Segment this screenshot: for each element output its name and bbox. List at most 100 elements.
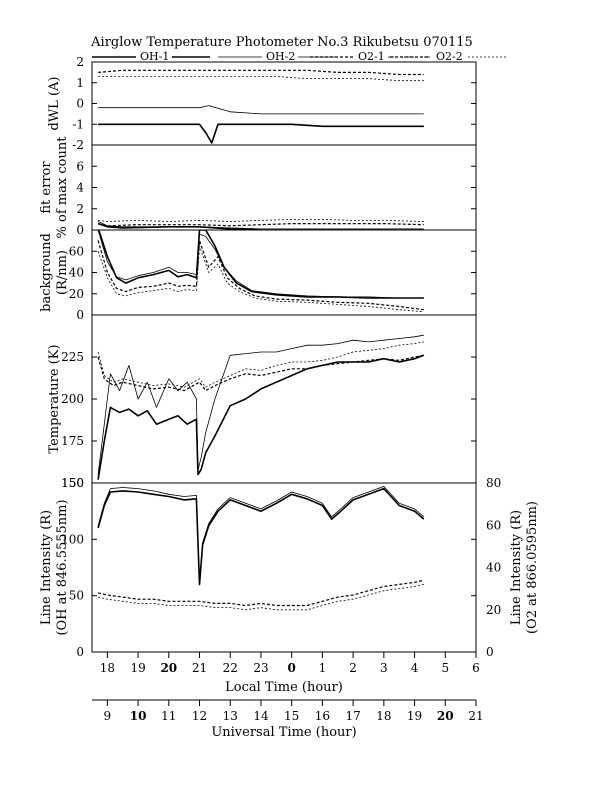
y-tick-label: 150 bbox=[61, 476, 84, 490]
y-tick-label: 1 bbox=[76, 76, 84, 90]
x-local-tick-label: 4 bbox=[411, 661, 419, 675]
x-local-tick-label: 5 bbox=[441, 661, 449, 675]
y-tick-label: -1 bbox=[72, 117, 84, 131]
y-tick-label: 40 bbox=[69, 266, 84, 280]
panel-3: 60 40 20 0 background (R/nm) bbox=[39, 229, 477, 322]
y-axis-label: dWL (A) bbox=[47, 77, 62, 131]
series-oh-2 bbox=[97, 334, 424, 475]
x-ut-tick-label: 9 bbox=[104, 709, 112, 723]
y-right-tick-label: 80 bbox=[486, 476, 501, 490]
y-right-axis-label: Line Intensity (R) bbox=[509, 510, 524, 625]
y-tick-label: 4 bbox=[76, 181, 84, 195]
y-right-tick-label: 0 bbox=[486, 645, 494, 659]
series-o2-2 bbox=[98, 218, 424, 222]
x-ut-tick-label: 16 bbox=[315, 709, 330, 723]
series-o2-1 bbox=[97, 354, 424, 392]
legend-label-o2-1: O2-1 bbox=[358, 50, 385, 63]
panel-frame bbox=[91, 229, 477, 316]
y-tick-label: 100 bbox=[61, 532, 84, 546]
y-tick-label: 6 bbox=[76, 159, 84, 173]
series-oh-1 bbox=[97, 354, 425, 480]
x-local-tick-label: 2 bbox=[349, 661, 357, 675]
series-o2-1 bbox=[97, 579, 424, 607]
series-oh-1 bbox=[97, 487, 425, 586]
series-oh-2 bbox=[97, 230, 424, 299]
x-ut-tick-label: 19 bbox=[407, 709, 422, 723]
x-ut-tick-label: 21 bbox=[468, 709, 483, 723]
y-axis-label-2: (OH at 846.5555nm) bbox=[55, 499, 70, 635]
series-o2-1 bbox=[97, 223, 424, 227]
series-oh-1 bbox=[98, 123, 424, 144]
x-ut-tick-label: 13 bbox=[223, 709, 238, 723]
x-ut-tick-label: 17 bbox=[345, 709, 360, 723]
y-tick-label: 2 bbox=[76, 202, 84, 216]
y-tick-label: 50 bbox=[69, 589, 84, 603]
x-local-tick-label: 19 bbox=[130, 661, 145, 675]
y-tick-label: 0 bbox=[76, 97, 84, 111]
x-local-axis-label: Local Time (hour) bbox=[225, 680, 343, 695]
y-tick-label: 200 bbox=[61, 392, 84, 406]
y-axis-label: background bbox=[39, 233, 54, 312]
x-local-tick-label: 22 bbox=[223, 661, 238, 675]
x-local-tick-label: 20 bbox=[160, 661, 177, 675]
x-local-tick-label: 6 bbox=[472, 661, 480, 675]
panel-frame bbox=[91, 314, 477, 484]
x-ut-tick-label: 10 bbox=[130, 709, 147, 723]
y-axis-label: Line Intensity (R) bbox=[39, 510, 54, 625]
y-axis-label: fit error bbox=[39, 161, 54, 214]
series-oh-2 bbox=[98, 105, 424, 115]
y-axis-label: Temperature (K) bbox=[47, 344, 62, 453]
legend-label-oh-2: OH-2 bbox=[266, 50, 295, 63]
x-local-tick-label: 3 bbox=[380, 661, 388, 675]
y-tick-label: 20 bbox=[69, 287, 84, 301]
x-ut-axis-label: Universal Time (hour) bbox=[211, 725, 356, 740]
x-ut-tick-label: 18 bbox=[376, 709, 391, 723]
y-right-tick-label: 40 bbox=[486, 561, 501, 575]
series-o2-1 bbox=[98, 69, 424, 76]
panel-4: 225 200 175 150 Temperature (K) bbox=[47, 314, 477, 490]
y-right-tick-label: 20 bbox=[486, 603, 501, 617]
x-ut-tick-label: 11 bbox=[161, 709, 176, 723]
y-tick-label: 0 bbox=[76, 645, 84, 659]
y-tick-label: 225 bbox=[61, 350, 84, 364]
x-local-tick-label: 21 bbox=[192, 661, 207, 675]
series-oh-2 bbox=[97, 221, 424, 230]
y-tick-label: 150 bbox=[61, 476, 84, 490]
legend-label-oh-1: OH-1 bbox=[140, 50, 169, 63]
chart-title: Airglow Temperature Photometer No.3 Riku… bbox=[90, 35, 473, 50]
x-local-tick-label: 1 bbox=[319, 661, 327, 675]
y-tick-label: 0 bbox=[76, 308, 84, 322]
x-ut-tick-label: 20 bbox=[437, 709, 454, 723]
legend: OH-1 OH-2 O2-1 O2-2 bbox=[92, 50, 506, 63]
y-tick-label: 175 bbox=[61, 434, 84, 448]
x-local-tick-label: 18 bbox=[100, 661, 115, 675]
x-local-tick-label: 0 bbox=[288, 661, 296, 675]
series-o2-2 bbox=[97, 245, 424, 313]
x-ut-tick-label: 14 bbox=[253, 709, 269, 723]
legend-label-o2-2: O2-2 bbox=[436, 50, 463, 63]
y-tick-label: 60 bbox=[69, 244, 84, 258]
series-oh-2 bbox=[97, 485, 425, 583]
x-ut-tick-label: 12 bbox=[192, 709, 207, 723]
y-tick-label: 0 bbox=[76, 223, 84, 237]
panel-1: 2 1 0 -1 -2 dWL (A) bbox=[47, 55, 477, 152]
y-axis-label-2: (R/nm) bbox=[55, 250, 70, 295]
series-oh-1 bbox=[97, 222, 424, 230]
y-tick-label: -2 bbox=[72, 138, 84, 152]
series-oh-1 bbox=[97, 230, 424, 299]
panel-frame bbox=[91, 144, 477, 231]
y-axis-label-2: % of max count bbox=[55, 136, 70, 239]
y-right-axis-label-2: (O2 at 866.0595nm) bbox=[525, 501, 540, 634]
panel-2: 6 4 2 0 fit error% of max count bbox=[39, 136, 477, 239]
y-tick-label: 2 bbox=[76, 55, 84, 69]
x-local-tick-label: 23 bbox=[253, 661, 268, 675]
y-right-tick-label: 60 bbox=[486, 518, 501, 532]
series-o2-2 bbox=[98, 584, 424, 611]
series-o2-1 bbox=[97, 240, 424, 311]
x-ut-tick-label: 15 bbox=[284, 709, 299, 723]
panel-frame bbox=[91, 482, 477, 653]
